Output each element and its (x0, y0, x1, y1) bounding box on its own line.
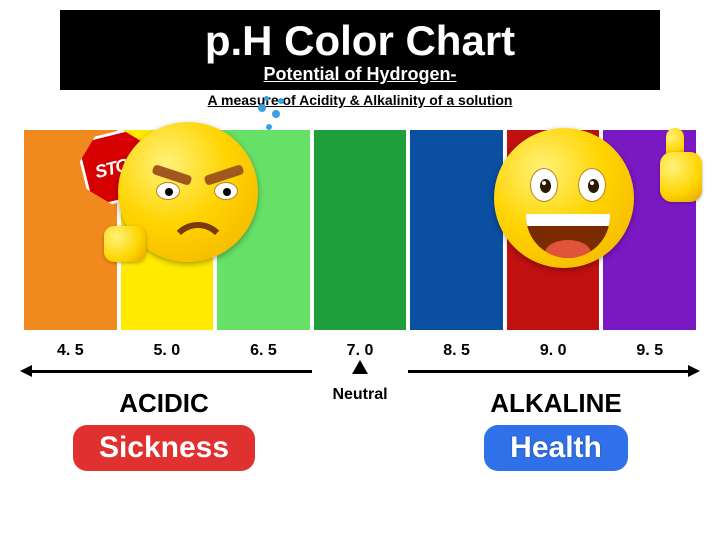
ph-value-5: 9. 0 (507, 342, 600, 360)
happy-face-icon (488, 118, 656, 278)
acidic-label: ACIDIC (24, 388, 304, 419)
ph-value-3: 7. 0 (314, 342, 407, 360)
sickness-pill: Sickness (73, 425, 255, 471)
ph-value-6: 9. 5 (603, 342, 696, 360)
ph-value-1: 5. 0 (121, 342, 214, 360)
arrow-right-icon (408, 370, 690, 373)
arrow-left-icon (30, 370, 312, 373)
ph-values-row: 4. 55. 06. 57. 08. 59. 09. 5 (24, 342, 696, 360)
health-pill: Health (484, 425, 628, 471)
neutral-triangle-icon (352, 360, 368, 374)
angry-face-icon: STOP (108, 112, 258, 262)
fist-icon (104, 226, 146, 262)
page-title: p.H Color Chart (60, 18, 660, 64)
ph-value-2: 6. 5 (217, 342, 310, 360)
arrows-row (24, 366, 696, 386)
tagline: A measure of Acidity & Alkalinity of a s… (0, 92, 720, 108)
ph-value-4: 8. 5 (410, 342, 503, 360)
ph-bars-row: STOP (24, 130, 696, 330)
alkaline-label: ALKALINE (416, 388, 696, 419)
neutral-label: Neutral (304, 386, 416, 404)
ph-bar-3 (314, 130, 407, 330)
subtitle: Potential of Hydrogen- (60, 64, 660, 86)
labels-row: ACIDIC Sickness Neutral ALKALINE Health (24, 388, 696, 471)
ph-value-0: 4. 5 (24, 342, 117, 360)
header-banner: p.H Color Chart Potential of Hydrogen- (60, 10, 660, 90)
